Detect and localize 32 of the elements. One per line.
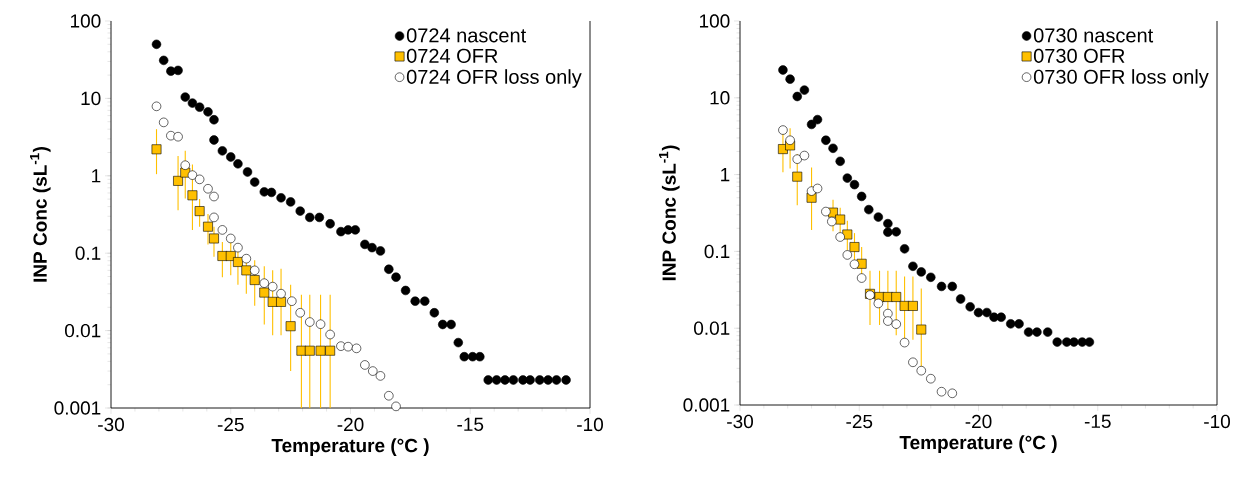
legend-label: 0724 OFR [406, 48, 498, 63]
x-tick-label: -10 [577, 417, 603, 432]
y-tick-label: 0.1 [704, 244, 730, 259]
y-tick-label: 10 [81, 91, 101, 106]
x-axis-title: Temperature (°C ) [899, 435, 1057, 454]
x-tick-label: -30 [98, 417, 124, 432]
y-axis-title: INP Conc (sL$^{-1}$) [30, 147, 51, 282]
x-axis-title: Temperature (°C ) [271, 438, 429, 457]
y-axis-title: INP Conc (sL$^{-1}$) [659, 145, 680, 281]
x-tick-label: -30 [727, 414, 753, 429]
x-tick-label: -20 [337, 417, 364, 432]
legend-label: 0724 OFR loss only [406, 69, 582, 88]
x-tick-label: -25 [846, 414, 873, 429]
y-tick-label: 0.01 [694, 321, 730, 335]
y-tick-label: 1 [721, 168, 730, 182]
y-tick-label: 0.1 [75, 246, 101, 260]
legend-label: 0730 OFR [1033, 48, 1125, 63]
y-tick-label: 0.01 [65, 323, 101, 338]
y-tick-label: 0.001 [54, 401, 101, 415]
x-tick-label: -15 [1084, 414, 1111, 429]
y-tick-label: 0.001 [683, 398, 730, 412]
y-tick-label: 100 [70, 14, 101, 28]
x-tick-label: -20 [965, 414, 992, 429]
y-tick-label: 100 [699, 14, 730, 28]
y-tick-label: 1 [92, 169, 101, 183]
legend-label: 0724 nascent [406, 28, 527, 43]
x-tick-label: -15 [457, 417, 484, 432]
x-tick-label: -10 [1204, 414, 1230, 429]
y-tick-label: 10 [710, 91, 730, 105]
x-tick-label: -25 [217, 417, 244, 432]
legend-label: 0730 nascent [1033, 28, 1154, 43]
legend-label: 0730 OFR loss only [1033, 69, 1209, 88]
